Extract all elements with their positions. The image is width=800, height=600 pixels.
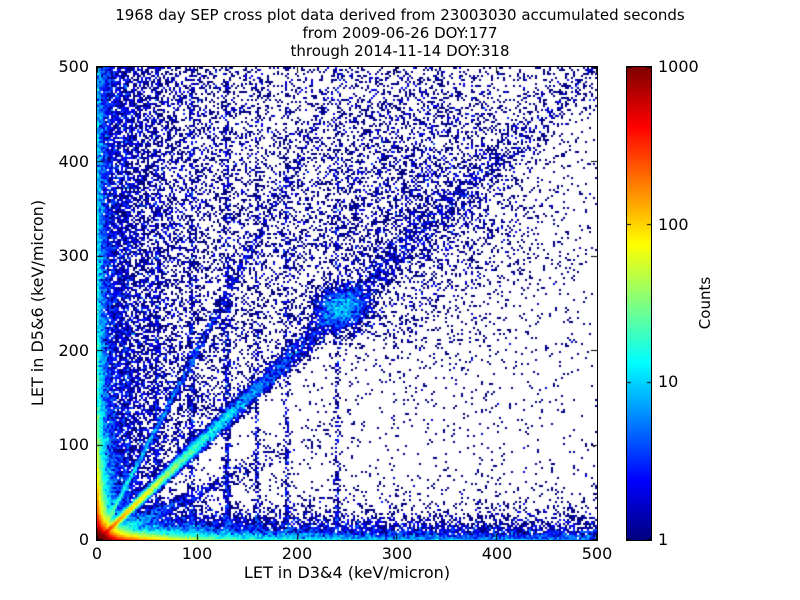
x-axis-label: LET in D3&4 (keV/micron) [243,563,451,582]
plot-title-line-3: through 2014-11-14 DOY:318 [290,42,510,60]
y-tick-label: 300 [58,246,89,266]
colorbar-tick-label: 1000 [658,57,699,76]
plot-title-line-1: 1968 day SEP cross plot data derived fro… [115,6,685,24]
colorbar-axis-label: Counts [696,276,714,330]
x-tick-label: 0 [91,544,103,563]
x-tick-label: 400 [481,544,513,563]
y-tick-label: 0 [78,530,89,549]
colorbar-tick-label: 1 [658,530,669,549]
plot-title-line-2: from 2009-06-26 DOY:177 [302,24,498,42]
colorbar-tick-label: 100 [658,214,689,234]
y-axis-label: LET in D5&6 (keV/micron) [28,199,47,407]
x-tick-label: 200 [281,544,313,563]
x-tick-label: 300 [381,544,413,563]
colorbar-tick-label: 10 [658,372,679,392]
x-tick-label: 100 [181,544,213,563]
colorbar [626,66,652,541]
scatter-density-plot [96,66,598,541]
x-tick-label: 500 [581,544,613,563]
y-tick-label: 500 [58,57,89,76]
y-tick-label: 400 [58,151,89,171]
y-tick-label: 100 [58,435,89,455]
y-tick-label: 200 [58,340,89,360]
